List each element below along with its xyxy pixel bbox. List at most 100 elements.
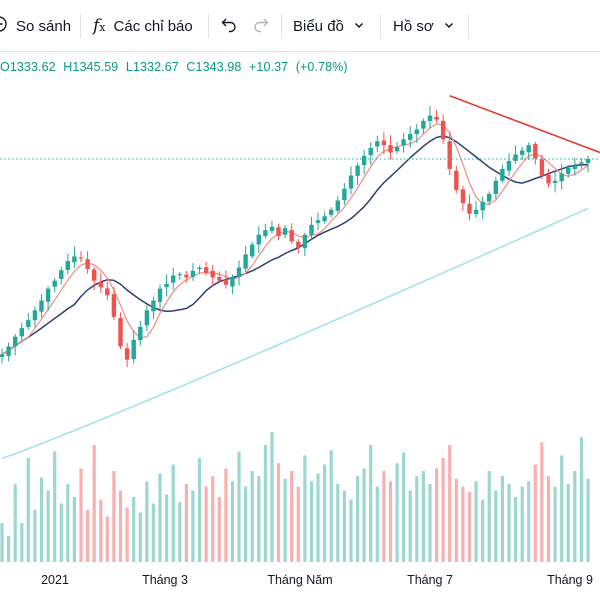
volume-bar [514,497,518,562]
volume-bar [230,481,234,562]
candle [454,165,459,194]
candle [157,284,163,310]
volume-bar [276,463,281,562]
volume-bar [533,464,537,562]
volume-bar [375,486,379,562]
candle [533,141,538,165]
profile-label: Hồ sơ [393,17,434,35]
chart-type-dropdown[interactable]: Biểu đồ [293,0,364,52]
volume-bar [342,490,346,562]
undo-icon [220,15,238,37]
volume-bar [99,499,103,562]
volume-bar [0,523,4,562]
undo-button[interactable] [220,0,238,52]
volume-bar [415,476,419,562]
candle [408,126,413,148]
candle [473,201,479,218]
legend-change: +10.37 [249,60,289,74]
volume-bar [461,486,465,562]
volume-bar [382,471,386,562]
volume-bar [151,503,155,562]
volume-bar [435,468,439,562]
volume-bar [507,484,511,562]
volume-bar [211,476,215,562]
chevron-down-icon [444,20,454,33]
volume-bar [421,471,425,562]
candle [78,251,84,263]
volume-bar [184,484,188,562]
price-chart[interactable]: 2021 Tháng 3 Tháng Năm Tháng 7 Tháng 9 [0,52,600,600]
candle [526,142,531,161]
volume-bar [224,468,228,562]
legend-low: L1332.67 [125,60,179,74]
volume-bar [560,455,564,562]
candlesticks [0,105,591,367]
candle [282,225,288,239]
trendline[interactable] [449,95,600,154]
volume-bar [395,463,399,562]
candle [493,176,498,200]
profile-dropdown[interactable]: Hồ sơ [393,0,454,52]
top-toolbar: So sánh fx Các chỉ báo Biểu đồ Hồ sơ [0,0,600,52]
candle [585,155,591,173]
compare-label: So sánh [16,17,72,35]
legend-high: H1345.59 [63,60,119,74]
candle [329,207,334,218]
candle [342,183,347,205]
candle [355,162,360,185]
candle [131,330,136,364]
redo-button[interactable] [252,0,270,52]
circle-plus-icon [0,15,8,37]
candle [579,158,584,169]
volume-bar [441,458,445,562]
volume-bar [92,445,96,562]
volume-bar [13,484,17,562]
candle [256,226,261,253]
candle [566,165,571,178]
volume-bar [553,486,557,562]
volume-bar [573,471,577,562]
candle [440,114,446,144]
volume-bar [566,484,570,562]
volume-bar [369,445,373,562]
candle [434,109,439,123]
volume-bar [105,516,109,562]
volume-bar [178,502,182,562]
volume-bar [540,442,544,562]
compare-button[interactable]: So sánh [0,0,71,52]
toolbar-divider [281,14,282,38]
volume-bar [171,464,175,562]
candle [92,266,97,290]
candle [32,306,38,328]
candle [394,141,400,154]
volume-bar [520,486,524,562]
candle [421,118,426,134]
volume-bar [197,458,202,562]
volume-bar [165,494,169,562]
volume-bar [59,503,63,562]
candle [348,166,354,195]
moving-averages [1,123,589,460]
candle [0,348,5,364]
volume-bar [112,471,116,562]
volume-bar [257,476,261,562]
volume-bar [53,451,57,562]
volume-bar [349,499,353,562]
candle [487,191,492,205]
volume-bar [290,471,294,562]
candle [513,145,518,164]
candle [197,265,202,274]
candle [460,185,466,211]
volume-bar [586,478,590,562]
volume-bar [467,491,472,562]
chart-type-label: Biểu đồ [293,17,344,35]
volume-bar [487,471,491,562]
candle [230,274,235,295]
candle [546,168,551,188]
volume-bar [244,486,248,562]
volume-bar [303,455,307,562]
volume-bar [86,510,90,562]
ma-mid-line [1,135,589,356]
candle [171,267,176,290]
indicators-button[interactable]: fx Các chỉ báo [93,0,193,52]
